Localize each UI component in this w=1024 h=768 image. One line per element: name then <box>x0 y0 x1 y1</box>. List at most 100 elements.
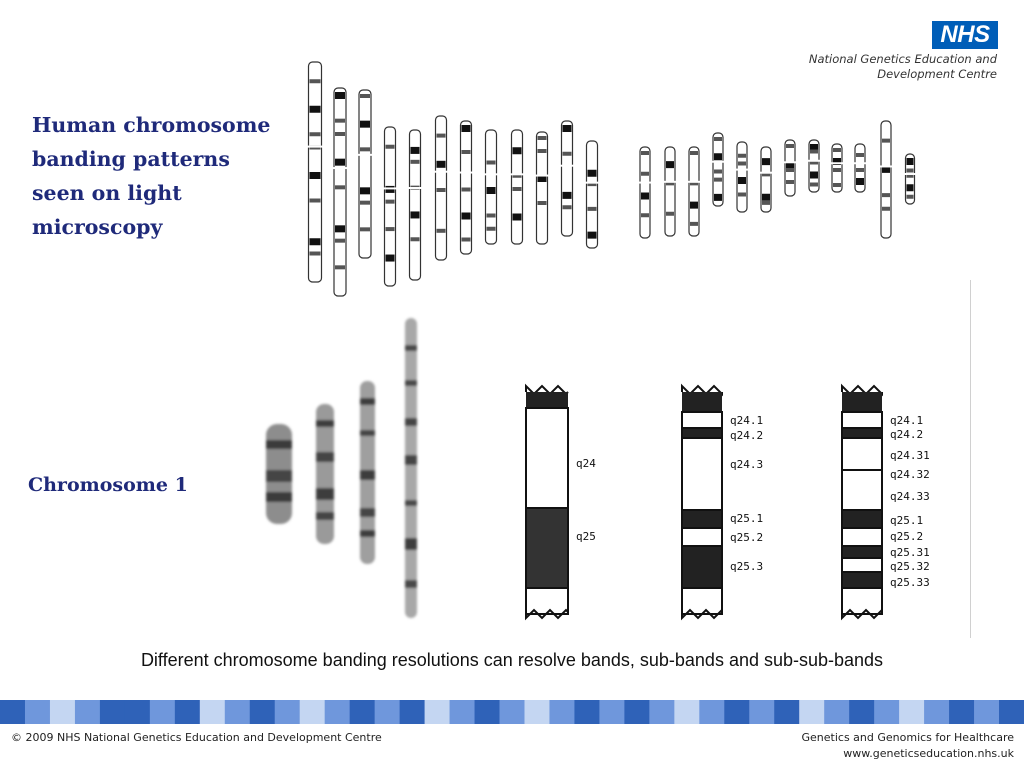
footer-band-segment <box>399 700 426 724</box>
footer-band-segment <box>849 700 875 724</box>
band-label: q24.2 <box>890 428 923 441</box>
karyotype-chromosome <box>358 89 372 259</box>
footer-program: Genetics and Genomics for Healthcare <box>801 731 1015 744</box>
ideogram-panel-high <box>841 383 883 621</box>
band-label: q24.31 <box>890 449 930 462</box>
footer-band-segment <box>724 700 750 724</box>
karyotype-chromosome <box>585 140 599 249</box>
footer-band-segment <box>574 700 600 724</box>
band-label: q25.2 <box>730 531 763 544</box>
heading-line2: banding patterns <box>32 147 230 171</box>
footer-url: www.geneticseducation.nhs.uk <box>843 747 1014 760</box>
footer-band-segment <box>899 700 925 724</box>
footer-band-segment <box>799 700 825 724</box>
karyotype-chromosome <box>904 153 916 205</box>
karyotype-chromosome <box>712 132 724 207</box>
footer-band-segment <box>274 700 301 724</box>
footer-color-band <box>0 700 1024 724</box>
micrograph-chromosomes <box>266 318 417 618</box>
footer-band-segment <box>324 700 351 724</box>
footer-band-segment <box>774 700 800 724</box>
footer-band-segment <box>174 700 201 724</box>
footer-band-segment <box>224 700 251 724</box>
org-name-line2: Development Centre <box>877 67 997 81</box>
footer-band-segment <box>549 700 575 724</box>
band-label: q25.2 <box>890 530 923 543</box>
karyotype-chromosome <box>784 139 796 197</box>
micrograph-chromosome-4 <box>405 318 417 618</box>
karyotype-chromosome <box>639 146 651 239</box>
karyotype-chromosome <box>307 61 323 283</box>
org-name: National Genetics Education and Developm… <box>809 52 997 82</box>
karyotype-chromosome <box>854 143 866 193</box>
karyotype-chromosome <box>535 131 549 245</box>
karyotype-chromosome <box>510 129 524 245</box>
footer-band-segment <box>0 700 26 724</box>
micrograph-chromosome-2 <box>316 404 334 544</box>
karyotype-chromosome <box>736 141 748 213</box>
ideogram-panel-mid <box>681 383 723 621</box>
band-label: q25.32 <box>890 560 930 573</box>
footer-band-segment <box>24 700 51 724</box>
band-label: q24.1 <box>730 414 763 427</box>
nhs-logo: NHS <box>932 21 998 49</box>
footer-band-segment <box>674 700 700 724</box>
footer-band-segment <box>599 700 625 724</box>
footer-band-segment <box>299 700 326 724</box>
footer-band-segment <box>524 700 550 724</box>
band-label: q25.1 <box>730 512 763 525</box>
footer-band-segment <box>699 700 725 724</box>
band-label: q25.1 <box>890 514 923 527</box>
footer-band-segment <box>824 700 850 724</box>
karyotype-chromosome <box>408 129 422 281</box>
band-label: q24.32 <box>890 468 930 481</box>
karyotype-chromosome <box>760 146 772 213</box>
band-label: q25 <box>576 530 596 543</box>
footer-band-segment <box>974 700 1000 724</box>
band-label: q24.3 <box>730 458 763 471</box>
karyotype-chromosome <box>434 115 448 261</box>
footer-band-segment <box>124 700 151 724</box>
footer-band-segment <box>949 700 975 724</box>
karyotype-illustration <box>307 61 916 297</box>
footer-band-segment <box>249 700 276 724</box>
band-label: q24.2 <box>730 429 763 442</box>
karyotype-chromosome <box>484 129 498 245</box>
footer-info: Genetics and Genomics for Healthcare www… <box>802 730 1015 762</box>
footer-copyright: © 2009 NHS National Genetics Education a… <box>11 731 382 744</box>
footer-band-segment <box>424 700 451 724</box>
chromosome1-panel: q24 q25 q24.1 q24.2 q24.3 q25.1 q25.2 q2… <box>266 318 930 621</box>
footer-band-segment <box>874 700 900 724</box>
karyotype-chromosome <box>664 146 676 237</box>
footer-band-segment <box>149 700 176 724</box>
footer-band-segment <box>374 700 401 724</box>
footer-band-segment <box>474 700 501 724</box>
org-name-line1: National Genetics Education and <box>808 52 997 66</box>
footer-band-segment <box>624 700 650 724</box>
karyotype-chromosome <box>831 143 843 193</box>
karyotype-chromosome <box>688 146 700 237</box>
chromosome1-heading: Chromosome 1 <box>28 474 188 496</box>
heading-line1: Human chromosome <box>32 113 271 137</box>
panel-divider <box>970 280 971 638</box>
micrograph-chromosome-3 <box>360 381 375 564</box>
band-label: q24.33 <box>890 490 930 503</box>
band-label: q25.33 <box>890 576 930 589</box>
footer-band-segment <box>499 700 525 724</box>
footer-band-segment <box>649 700 675 724</box>
heading-line3: seen on light <box>32 181 182 205</box>
ideogram-panel-low <box>525 383 569 621</box>
slide-heading: Human chromosome banding patterns seen o… <box>32 108 302 244</box>
heading-line4: microscopy <box>32 215 163 239</box>
band-label: q24 <box>576 457 596 470</box>
karyotype-chromosome <box>808 139 820 193</box>
footer-band-segment <box>349 700 376 724</box>
footer-band-segment <box>199 700 226 724</box>
footer-band-segment <box>74 700 101 724</box>
footer-band-segment <box>49 700 76 724</box>
karyotype-chromosome <box>333 87 347 297</box>
footer-band-segment <box>749 700 775 724</box>
footer-band-segment <box>999 700 1024 724</box>
footer-band-segment <box>449 700 476 724</box>
footer-band-segment <box>99 700 126 724</box>
